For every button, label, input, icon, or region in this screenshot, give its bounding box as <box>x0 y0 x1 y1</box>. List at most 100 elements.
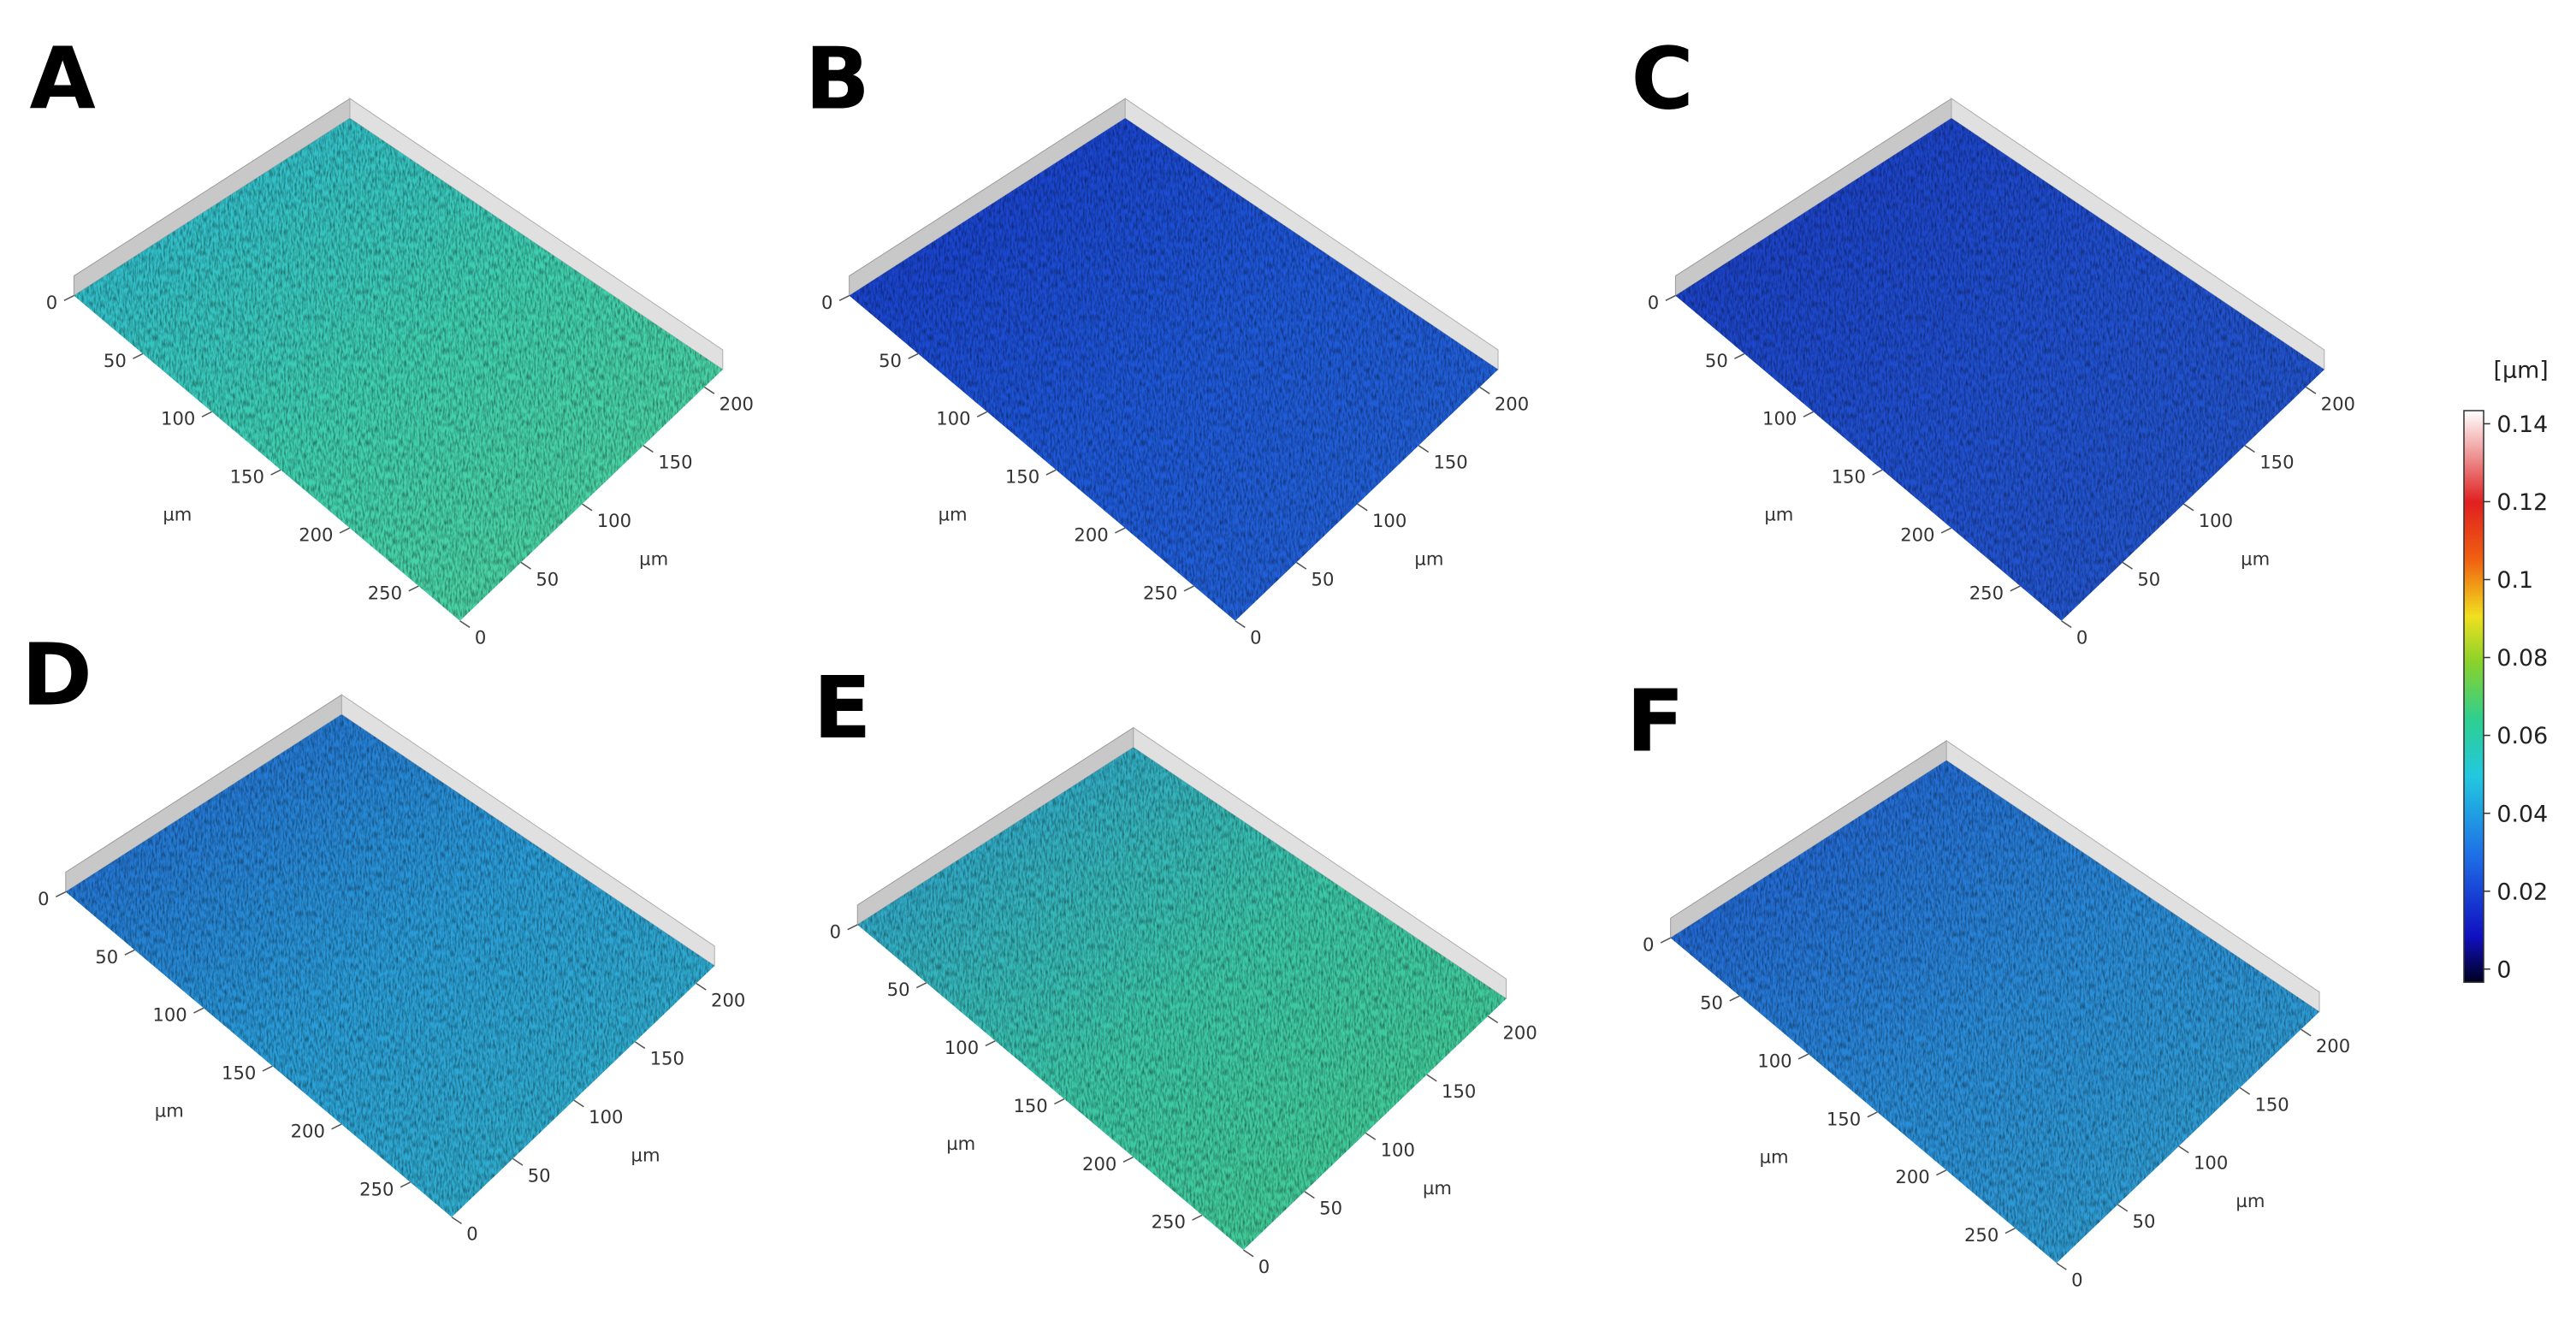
tick-label: 100 <box>936 408 970 429</box>
tick-label: 0 <box>46 292 57 313</box>
tick-label: 100 <box>2194 1152 2228 1174</box>
tick-label: 150 <box>1442 1080 1476 1102</box>
colorbar <box>2463 410 2484 983</box>
tick-mark <box>270 469 281 476</box>
tick-label: 100 <box>2199 510 2233 531</box>
tick-mark <box>2183 503 2194 512</box>
tick-mark <box>124 949 135 956</box>
tick-label: 150 <box>1013 1095 1047 1116</box>
surface-texture <box>1675 118 2324 621</box>
figure-content: [µm] A 0 50 100 150 200 250 µm 0 50 100 150 200 µm B 0 5… <box>21 29 2549 1291</box>
tick-label: 100 <box>945 1037 979 1058</box>
tick-mark <box>1122 1156 1134 1163</box>
tick-mark <box>634 1041 646 1050</box>
tick-label: 200 <box>1502 1022 1537 1044</box>
tick-label: 100 <box>152 1004 187 1026</box>
tick-label: 150 <box>1433 452 1467 473</box>
panel-label: E <box>813 658 871 758</box>
tick-label: 200 <box>1082 1153 1116 1175</box>
tick-mark <box>1872 469 1883 476</box>
axis-unit: µm <box>939 504 968 525</box>
panel-label: F <box>1626 671 1685 771</box>
colorbar-tick-label: 0.12 <box>2496 489 2548 516</box>
axis-unit: µm <box>2235 1190 2265 1211</box>
tick-label: 0 <box>1643 934 1654 956</box>
surface-panel: D 0 50 100 150 200 250 µm 0 50 100 150 200 µm <box>21 625 745 1245</box>
tick-mark <box>643 445 654 453</box>
tick-mark <box>1426 1074 1437 1082</box>
axis-unit: µm <box>155 1100 184 1122</box>
panel-label: B <box>805 29 870 129</box>
tick-mark <box>63 294 74 302</box>
tick-label: 0 <box>38 888 49 909</box>
tick-mark <box>331 1123 342 1130</box>
tick-mark <box>2122 561 2133 570</box>
tick-mark <box>1660 937 1671 944</box>
axis-unit: µm <box>631 1144 660 1165</box>
tick-label: 50 <box>1319 1198 1342 1219</box>
tick-label: 0 <box>2071 1269 2082 1290</box>
axis-unit: µm <box>1764 504 1793 525</box>
colorbar-tick-label: 0.08 <box>2496 645 2548 672</box>
tick-label: 50 <box>1705 350 1728 371</box>
tick-label: 150 <box>650 1048 684 1069</box>
tick-label: 150 <box>2259 452 2294 473</box>
tick-label: 50 <box>528 1164 551 1186</box>
colorbar-tick-label: 0 <box>2496 956 2511 983</box>
back-wall <box>1945 740 2320 1013</box>
tick-label: 200 <box>1074 524 1108 546</box>
tick-mark <box>1418 445 1430 453</box>
tick-mark <box>696 982 707 991</box>
tick-label: 0 <box>1648 292 1659 313</box>
tick-label: 150 <box>230 466 264 488</box>
tick-mark <box>459 620 471 629</box>
tick-label: 0 <box>1258 1256 1270 1277</box>
tick-label: 0 <box>466 1223 477 1245</box>
tick-label: 100 <box>1762 408 1797 429</box>
surface-panel: B 0 50 100 150 200 250 µm 0 50 100 150 200 µm <box>805 29 1529 648</box>
tick-mark <box>1940 527 1952 534</box>
tick-mark <box>1936 1169 1947 1176</box>
tick-mark <box>1479 386 1490 394</box>
tick-mark <box>915 982 927 989</box>
tick-label: 250 <box>1152 1211 1186 1233</box>
tick-mark <box>1365 1132 1377 1140</box>
tick-mark <box>976 411 988 417</box>
back-wall <box>1124 98 1499 370</box>
surface-panel: E 0 50 100 150 200 250 µm 0 50 100 150 200 µm <box>813 658 1537 1277</box>
surface-texture <box>849 118 1499 621</box>
tick-mark <box>408 585 419 592</box>
tick-mark <box>1357 503 1368 512</box>
tick-mark <box>847 924 858 931</box>
tick-label: 200 <box>1895 1166 1929 1187</box>
tick-mark <box>1487 1015 1499 1024</box>
tick-label: 100 <box>161 408 195 429</box>
tick-mark <box>193 1007 204 1014</box>
surface-panel: F 0 50 100 150 200 250 µm 0 50 100 150 200 µm <box>1626 671 2350 1290</box>
tick-label: 250 <box>368 582 402 603</box>
tick-mark <box>1797 1053 1809 1060</box>
back-wall <box>349 98 724 370</box>
colorbar-tick-label: 0.04 <box>2496 801 2548 827</box>
tick-label: 50 <box>104 350 127 371</box>
axis-unit: µm <box>1423 1177 1452 1199</box>
tick-mark <box>1054 1098 1065 1105</box>
tick-label: 200 <box>2316 1035 2350 1057</box>
tick-mark <box>1243 1249 1254 1258</box>
tick-mark <box>573 1099 584 1108</box>
panel-label: C <box>1631 29 1694 129</box>
tick-label: 150 <box>1005 466 1039 488</box>
colorbar-unit: [µm] <box>2494 358 2549 384</box>
tick-label: 200 <box>711 989 745 1010</box>
tick-label: 150 <box>1832 466 1866 488</box>
tick-mark <box>1803 411 1814 417</box>
tick-label: 200 <box>299 524 333 546</box>
tick-label: 50 <box>1700 992 1723 1014</box>
back-wall <box>341 694 715 967</box>
tick-mark <box>512 1157 524 1166</box>
tick-mark <box>838 294 850 302</box>
tick-mark <box>2239 1086 2251 1095</box>
tick-mark <box>400 1181 412 1188</box>
panel-label: A <box>30 29 96 129</box>
tick-label: 150 <box>222 1063 256 1084</box>
